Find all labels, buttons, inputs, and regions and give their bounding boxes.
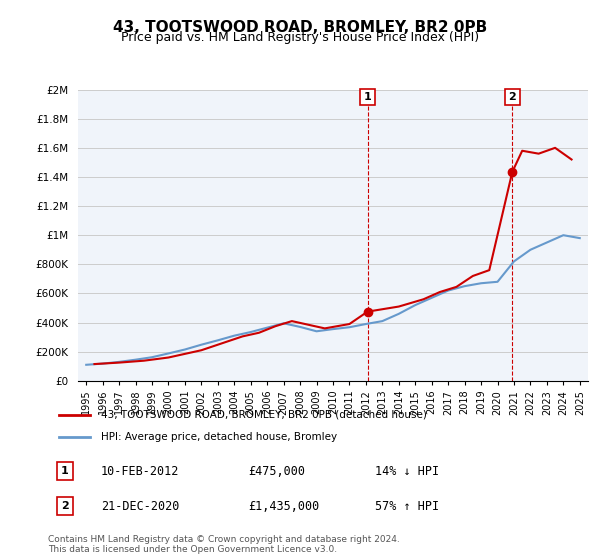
Text: 10-FEB-2012: 10-FEB-2012 <box>101 465 179 478</box>
Text: 57% ↑ HPI: 57% ↑ HPI <box>376 500 439 512</box>
Text: 2: 2 <box>61 501 69 511</box>
Text: 43, TOOTSWOOD ROAD, BROMLEY, BR2 0PB (detached house): 43, TOOTSWOOD ROAD, BROMLEY, BR2 0PB (de… <box>101 409 427 419</box>
Text: 1: 1 <box>364 92 371 102</box>
Text: 21-DEC-2020: 21-DEC-2020 <box>101 500 179 512</box>
Text: 14% ↓ HPI: 14% ↓ HPI <box>376 465 439 478</box>
Text: 2: 2 <box>508 92 516 102</box>
Text: £1,435,000: £1,435,000 <box>248 500 320 512</box>
Text: HPI: Average price, detached house, Bromley: HPI: Average price, detached house, Brom… <box>101 432 337 442</box>
Text: Price paid vs. HM Land Registry's House Price Index (HPI): Price paid vs. HM Land Registry's House … <box>121 31 479 44</box>
Text: £475,000: £475,000 <box>248 465 305 478</box>
Text: 43, TOOTSWOOD ROAD, BROMLEY, BR2 0PB: 43, TOOTSWOOD ROAD, BROMLEY, BR2 0PB <box>113 20 487 35</box>
Text: Contains HM Land Registry data © Crown copyright and database right 2024.
This d: Contains HM Land Registry data © Crown c… <box>48 535 400 554</box>
Text: 1: 1 <box>61 466 69 476</box>
